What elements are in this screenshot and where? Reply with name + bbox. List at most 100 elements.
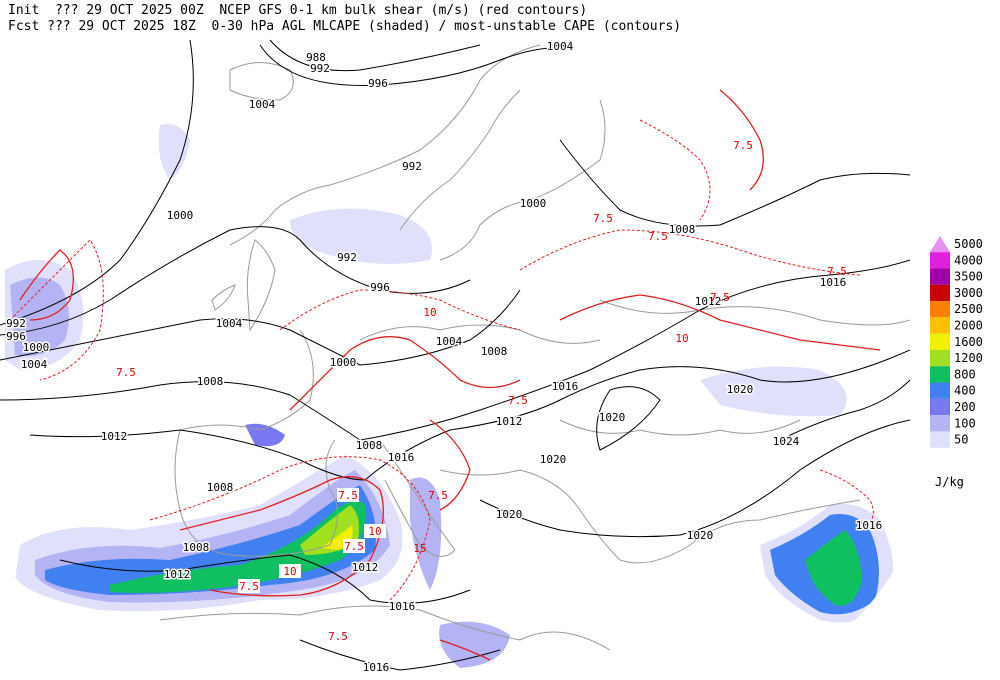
shear-label: 7.5: [116, 366, 136, 379]
legend-label: 400: [954, 384, 976, 398]
isobar-label: 1016: [388, 451, 415, 464]
isobar-label: 1000: [167, 209, 194, 222]
shear-label: 7.5: [338, 489, 358, 502]
isobar-label: 1004: [547, 40, 574, 53]
legend-label: 800: [954, 367, 976, 381]
legend-label: 200: [954, 400, 976, 414]
shear-label: 7.5: [648, 230, 668, 243]
shear-label: 10: [675, 332, 688, 345]
isobar-label: 1008: [481, 345, 508, 358]
legend-swatch: [930, 382, 950, 399]
legend-unit: J/kg: [935, 475, 964, 489]
isobar-label: 1004: [21, 358, 48, 371]
isobar-label: 1020: [540, 453, 567, 466]
legend-label: 3500: [954, 270, 983, 284]
header-line: Fcst ??? 29 OCT 2025 18Z 0-30 hPa AGL ML…: [8, 19, 681, 34]
shear-label: 10: [423, 306, 436, 319]
legend-swatch: [930, 398, 950, 416]
shear-label: 7.5: [508, 394, 528, 407]
isobar-label: 1016: [820, 276, 847, 289]
legend-label: 1600: [954, 335, 983, 349]
legend-swatch: [930, 252, 950, 269]
isobar-label: 1020: [496, 508, 523, 521]
isobar-label: 1008: [183, 541, 210, 554]
isobar-label: 1016: [552, 380, 579, 393]
shear-label-box: [364, 524, 386, 538]
isobar-label: 1004: [216, 317, 243, 330]
legend-swatch: [930, 301, 950, 318]
legend-swatch: [930, 333, 950, 350]
legend-swatch: [930, 284, 950, 302]
shear-label: 7.5: [733, 139, 753, 152]
legend-label: 50: [954, 433, 968, 447]
legend-swatch: [930, 317, 950, 334]
legend-swatch: [930, 366, 950, 383]
shear-label: 10: [283, 565, 296, 578]
isobar-label: 1012: [352, 561, 379, 574]
legend-swatch: [930, 431, 950, 448]
isobar-label: 996: [6, 330, 26, 343]
isobar-label: 1012: [496, 415, 523, 428]
legend-label: 1200: [954, 351, 983, 365]
legend-label: 3000: [954, 286, 983, 300]
legend-swatch: [930, 268, 950, 285]
header-line: Init ??? 29 OCT 2025 00Z NCEP GFS 0-1 km…: [8, 3, 587, 18]
legend-label: 4000: [954, 253, 983, 267]
shear-label-box: [279, 564, 301, 578]
isobar-label: 1004: [249, 98, 276, 111]
shear-label: 10: [368, 525, 381, 538]
isobars: [0, 39, 910, 671]
isobar-label: 1020: [727, 383, 754, 396]
isobar-label: 992: [310, 62, 330, 75]
legend-swatch: [930, 235, 950, 253]
isobar-label: 1020: [687, 529, 714, 542]
isobar-label: 1008: [356, 439, 383, 452]
legend-label: 2500: [954, 302, 983, 316]
legend-swatch: [930, 349, 950, 367]
coastlines: [159, 44, 910, 651]
isobar-label: 1012: [101, 430, 128, 443]
shear-label-box: [343, 539, 365, 553]
shear-label: 7.5: [593, 212, 613, 225]
legend-label: 2000: [954, 319, 983, 333]
isobar-label: 1000: [520, 197, 547, 210]
legend-label: 5000: [954, 237, 983, 251]
isobar-label: 992: [402, 160, 422, 173]
shear-label-box: [238, 579, 260, 593]
isobar-label: 996: [368, 77, 388, 90]
legend: 5000 4000 3500 3000 2500 2000 1600 1200 800 400 20…: [930, 235, 983, 489]
isobar-label: 1016: [389, 600, 416, 613]
shear-label: 7.5: [428, 489, 448, 502]
shear-contours: [9, 89, 881, 661]
shear-label: 7.5: [827, 265, 847, 278]
shear-labels: 7.5 10 7.5 10 7.5 7.5 7.5 7.5 7.5 7.5 10 7.5 7.5 7.5 7…: [116, 139, 847, 643]
isobar-label: 992: [337, 251, 357, 264]
map-domain: [0, 39, 910, 671]
isobar-label: 1008: [197, 375, 224, 388]
isobar-label: 988: [306, 51, 326, 64]
isobar-label: 1000: [330, 356, 357, 369]
isobar-label: 1000: [23, 341, 50, 354]
isobar-label: 996: [370, 281, 390, 294]
isobar-label: 1012: [695, 295, 722, 308]
isobar-label: 1016: [363, 661, 390, 674]
legend-label: 100: [954, 416, 976, 430]
isobar-label: 1024: [773, 435, 800, 448]
shear-label: 7.5: [710, 291, 730, 304]
shear-label: 7.5: [239, 580, 259, 593]
isobar-label: 1008: [207, 481, 234, 494]
isobar-label: 1004: [436, 335, 463, 348]
shear-label: 7.5: [328, 630, 348, 643]
isobar-label: 992: [6, 317, 26, 330]
cape-shading: [5, 124, 894, 668]
shear-label: 15: [413, 542, 426, 555]
isobar-label: 1016: [856, 519, 883, 532]
isobar-label: 1008: [669, 223, 696, 236]
shear-label-box: [337, 488, 359, 502]
legend-swatch: [930, 415, 950, 432]
isobar-label: 1020: [599, 411, 626, 424]
isobar-label: 1012: [164, 568, 191, 581]
